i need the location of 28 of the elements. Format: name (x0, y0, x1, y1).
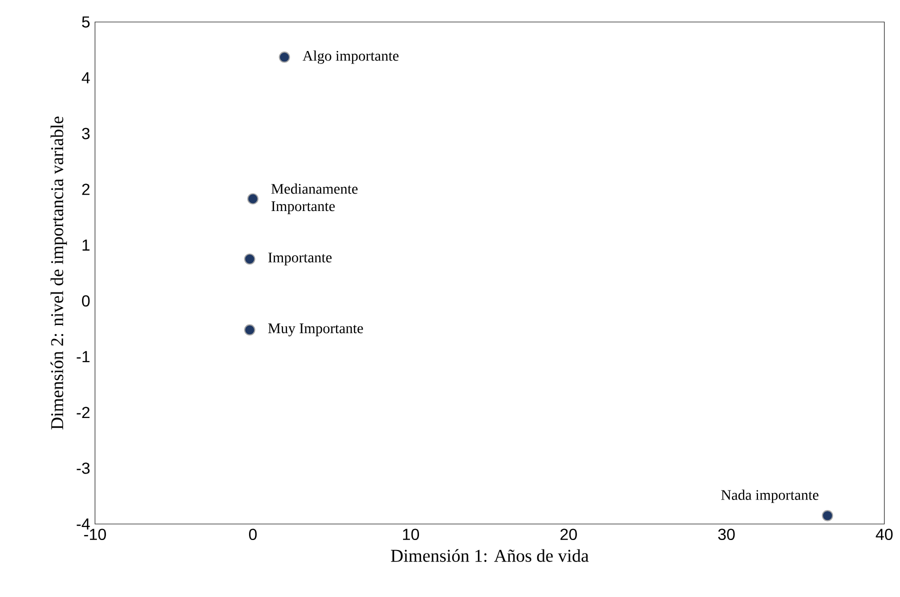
point (278, 52, 290, 63)
annotation: Medianamente Importante (271, 184, 358, 214)
point (822, 510, 834, 522)
y-tick-label: 5 (82, 16, 90, 28)
point (247, 193, 258, 204)
point (244, 324, 256, 336)
y-axis-title: Dimensión 2: nivel de importancia variable (50, 116, 67, 430)
annotation: Muy Importante (268, 324, 363, 336)
x-tick-label: 30 (718, 528, 735, 540)
x-axis-title: Dimensión 1: Años de vida (390, 549, 589, 562)
annotation: Importante (268, 252, 332, 266)
y-tick-label: -4 (76, 518, 90, 530)
y-tick-label: -2 (76, 406, 90, 418)
y-tick-label: 4 (82, 72, 90, 84)
x-tick-label: 0 (249, 528, 257, 540)
annotation: Algo importante (302, 50, 399, 64)
x-tick-label: -10 (84, 528, 106, 540)
y-tick-label: -3 (76, 462, 90, 474)
y-tick-label: 0 (82, 295, 90, 307)
annotation: Nada importante (721, 490, 818, 503)
y-tick-label: 1 (82, 240, 90, 251)
x-tick-label: 40 (876, 528, 893, 540)
x-tick-label: 10 (403, 528, 420, 540)
y-tick-label: 2 (82, 184, 90, 195)
point (244, 253, 256, 265)
x-tick-label: 20 (560, 528, 577, 540)
y-tick-label: 3 (82, 128, 90, 140)
y-tick-label: -1 (76, 351, 90, 362)
